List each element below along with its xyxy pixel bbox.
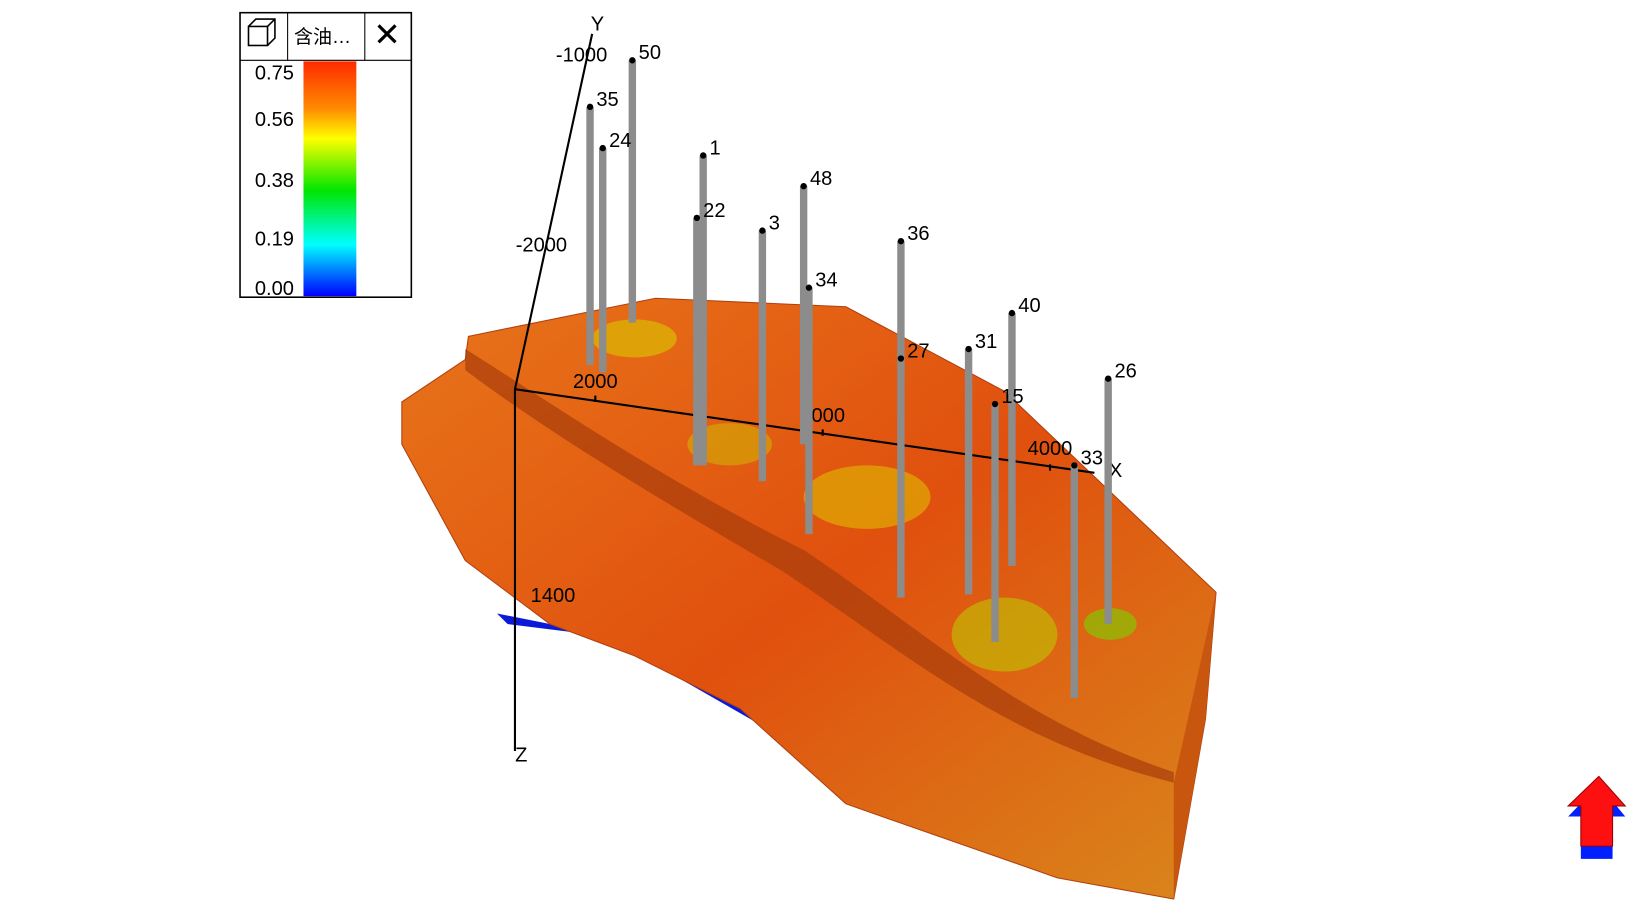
well-head — [800, 182, 807, 190]
well-label: 31 — [975, 331, 997, 353]
legend: 含油… 0.75 0.56 0.38 0.19 0.00 — [239, 11, 413, 300]
well-label: 22 — [703, 200, 725, 222]
well-label: 35 — [596, 89, 618, 111]
well-label: 34 — [815, 270, 837, 292]
well-head — [599, 144, 606, 152]
well-head — [629, 57, 636, 64]
well-head — [805, 284, 813, 291]
z-axis-label: Z — [515, 745, 527, 767]
well-head — [897, 237, 905, 245]
well-label: 50 — [639, 42, 661, 64]
well-label: 24 — [609, 130, 631, 152]
well-head — [693, 214, 701, 222]
well-label: 48 — [810, 168, 832, 190]
zone — [592, 319, 677, 358]
x-axis-label: X — [1109, 460, 1122, 482]
well-label: 15 — [1001, 386, 1023, 408]
legend-title: 含油… — [294, 26, 351, 48]
well-head — [1008, 309, 1016, 317]
cube-button[interactable] — [247, 18, 276, 47]
well-head — [700, 152, 707, 159]
legend-tick-label: 0.56 — [255, 109, 294, 131]
legend-tick-label: 0.00 — [255, 278, 294, 300]
zone — [803, 465, 931, 529]
well-label: 1 — [710, 137, 721, 159]
color-bar — [303, 61, 357, 297]
y-axis-label: Y — [591, 14, 604, 36]
zone — [687, 423, 772, 466]
close-button[interactable] — [377, 24, 397, 44]
well-label: 40 — [1018, 295, 1040, 317]
well-label: 33 — [1081, 447, 1103, 469]
well-head — [1105, 375, 1112, 382]
fault-surface — [465, 349, 1174, 783]
y-axis — [513, 33, 594, 390]
well-head — [965, 345, 972, 353]
zone — [951, 597, 1058, 672]
legend-tick-label: 0.38 — [255, 170, 294, 192]
x-tick-label: 2000 — [573, 371, 618, 393]
well-head — [1071, 462, 1078, 469]
legend-tick-label: 0.19 — [255, 228, 294, 250]
y-tick-label: -2000 — [516, 235, 567, 257]
well-head — [759, 227, 766, 234]
legend-tick-label: 0.75 — [255, 62, 294, 84]
model-side — [1173, 592, 1217, 900]
well-head — [991, 400, 999, 408]
y-tick-label: -1000 — [556, 44, 607, 66]
well-label: 3 — [769, 213, 780, 235]
well-label: 36 — [907, 223, 929, 245]
x-tick-label: 4000 — [1028, 438, 1073, 460]
north-arrow — [1566, 775, 1627, 859]
z-tick-label: 1400 — [531, 585, 576, 607]
well-head — [897, 355, 905, 362]
well-label: 26 — [1115, 361, 1137, 383]
well-label: 27 — [907, 341, 929, 363]
well-head — [586, 103, 594, 110]
